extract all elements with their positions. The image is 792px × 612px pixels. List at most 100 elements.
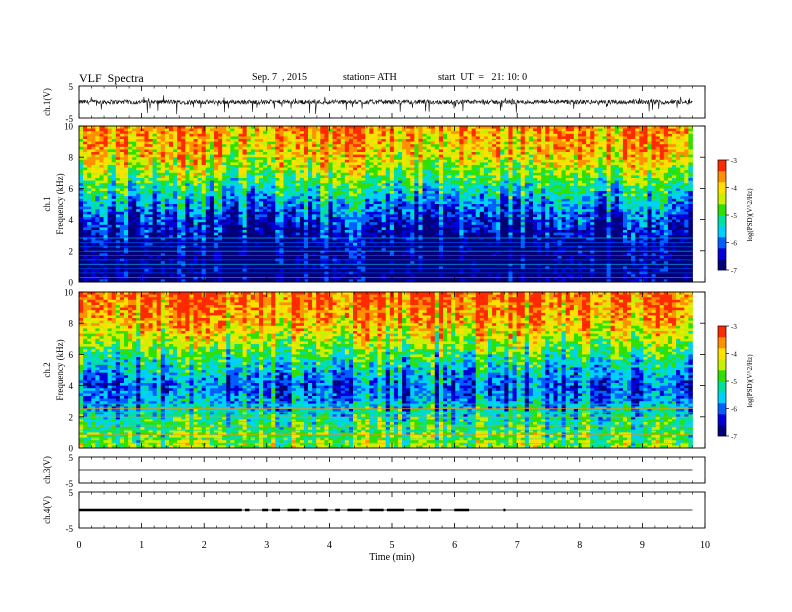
spectrogram-cell <box>91 191 96 194</box>
spectrogram-cell <box>201 217 207 220</box>
spectrogram-cell <box>103 144 109 148</box>
spectrogram-cell <box>136 219 141 223</box>
spectrogram-cell <box>353 245 358 249</box>
spectrogram-cell <box>177 198 182 202</box>
spectrogram-cell <box>267 219 272 223</box>
spectrogram-cell <box>168 253 174 257</box>
spectrogram-cell <box>156 217 162 220</box>
spectrogram-cell <box>148 183 154 187</box>
spectrogram-cell <box>279 274 284 278</box>
spectrogram-cell <box>136 235 141 239</box>
spectrogram-cell <box>91 248 96 252</box>
spectrogram-cell <box>295 128 301 132</box>
spectrogram-cell <box>213 162 219 166</box>
spectrogram-cell <box>406 172 411 176</box>
spectrogram-cell <box>312 266 317 270</box>
spectrogram-cell <box>348 232 354 236</box>
spectrogram-cell <box>340 170 346 174</box>
spectrogram-cell <box>324 201 329 205</box>
spectrogram-cell <box>316 214 321 218</box>
spectrogram-cell <box>377 172 383 176</box>
spectrogram-cell <box>348 214 354 218</box>
spectrogram-cell <box>279 193 284 197</box>
spectrogram-cell <box>213 172 219 176</box>
spectrogram-cell <box>111 193 117 197</box>
spectrogram-cell <box>95 276 100 280</box>
spectrogram-cell <box>189 263 194 267</box>
spectrogram-cell <box>238 279 243 283</box>
spectrogram-cell <box>303 162 309 166</box>
spectrogram-cell <box>336 235 342 239</box>
spectrogram-cell <box>402 240 407 244</box>
spectrogram-cell <box>398 136 403 140</box>
spectrogram-cell <box>201 198 207 202</box>
spectrogram-cell <box>381 165 387 168</box>
spectrogram-cell <box>324 232 329 236</box>
spectrogram-cell <box>275 152 280 155</box>
spectrogram-cell <box>136 162 141 166</box>
spectrogram-cell <box>234 162 239 166</box>
spectrogram-cell <box>185 141 190 145</box>
spectrogram-cell <box>177 131 182 135</box>
spectrogram-cell <box>242 219 248 223</box>
spectrogram-cell <box>95 201 100 205</box>
spectrogram-cell <box>258 126 264 129</box>
spectrogram-cell <box>283 211 288 215</box>
spectrogram-cell <box>291 230 297 233</box>
spectrogram-cell <box>373 198 378 202</box>
spectrogram-cell <box>308 263 313 267</box>
spectrogram-cell <box>87 131 92 135</box>
spectrogram-cell <box>197 162 203 166</box>
spectrogram-cell <box>136 256 141 259</box>
spectrogram-cell <box>79 149 84 153</box>
spectrogram-cell <box>107 193 113 197</box>
spectrogram-cell <box>201 224 207 228</box>
spectrogram-cell <box>148 170 154 174</box>
spectrogram-cell <box>201 146 207 150</box>
spectrogram-cell <box>263 211 268 215</box>
spectrogram-cell <box>156 141 162 145</box>
spectrogram-cell <box>406 276 411 280</box>
spectrogram-cell <box>119 180 125 184</box>
spectrogram-cell <box>107 144 113 148</box>
spectrogram-cell <box>193 154 199 158</box>
spectrogram-cell <box>189 250 194 254</box>
spectrogram-cell <box>263 193 268 197</box>
spectrogram-cell <box>185 266 190 270</box>
spectrogram-cell <box>291 209 297 213</box>
spectrogram-cell <box>218 141 223 145</box>
spectrogram-cell <box>303 219 309 223</box>
spectrogram-cell <box>218 157 223 161</box>
spectrogram-cell <box>164 261 170 265</box>
spectrogram-cell <box>83 211 88 215</box>
spectrogram-cell <box>193 211 199 215</box>
spectrogram-cell <box>156 152 162 155</box>
spectrogram-cell <box>115 159 121 163</box>
spectrogram-cell <box>402 235 407 239</box>
spectrogram-cell <box>398 224 403 228</box>
spectrogram-cell <box>168 269 174 272</box>
spectrogram-cell <box>201 149 207 153</box>
spectrogram-cell <box>201 188 207 192</box>
spectrogram-cell <box>369 245 374 249</box>
spectrogram-cell <box>218 152 223 155</box>
spectrogram-cell <box>144 167 149 171</box>
spectrogram-cell <box>246 217 252 220</box>
spectrogram-cell <box>148 144 154 148</box>
spectrogram-cell <box>123 211 129 215</box>
spectrogram-cell <box>324 219 329 223</box>
spectrogram-cell <box>107 191 113 194</box>
spectrogram-cell <box>267 227 272 231</box>
spectrogram-cell <box>91 157 96 161</box>
spectrogram-cell <box>209 141 215 145</box>
spectrogram-cell <box>140 196 145 200</box>
spectrogram-cell <box>258 248 264 252</box>
spectrogram-cell <box>348 180 354 184</box>
spectrogram-cell <box>140 230 145 233</box>
spectrogram-cell <box>410 175 415 179</box>
spectrogram-cell <box>373 235 378 239</box>
spectrogram-cell <box>279 235 284 239</box>
spectrogram-cell <box>226 128 231 132</box>
spectrogram-cell <box>238 188 243 192</box>
spectrogram-cell <box>316 152 321 155</box>
